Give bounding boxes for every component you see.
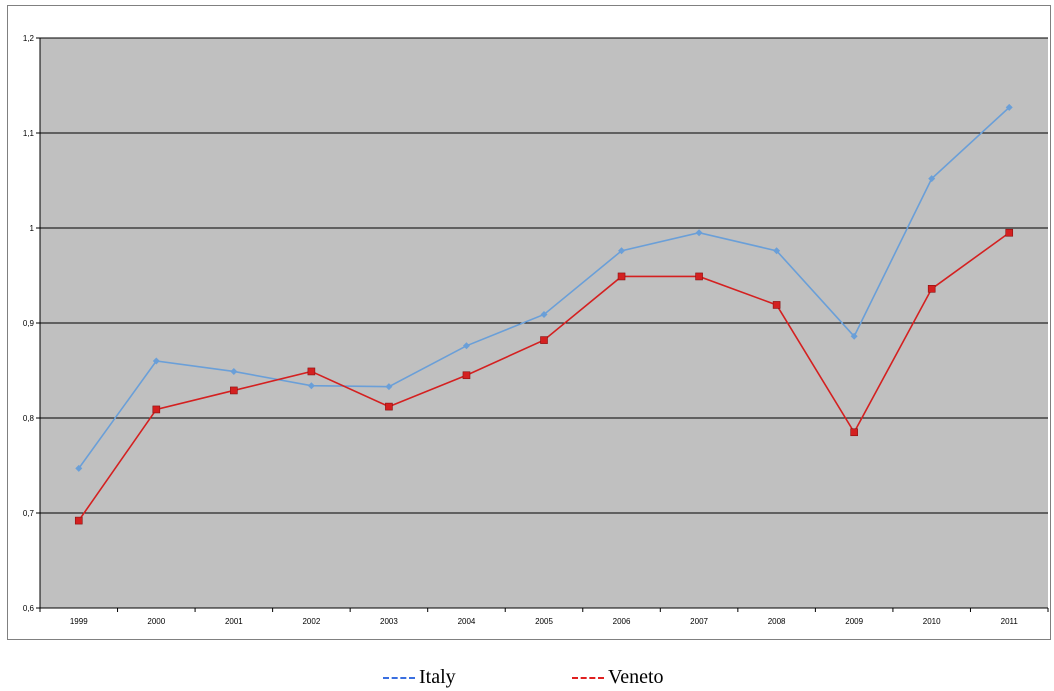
data-point-veneto [617, 272, 626, 281]
data-point-veneto [695, 272, 703, 281]
data-point-veneto [772, 301, 781, 309]
y-tick-label: 1,1 [23, 129, 35, 138]
legend-swatch-italy [383, 676, 415, 679]
y-tick-label: 0,7 [23, 509, 35, 518]
data-point-veneto [462, 371, 471, 380]
legend-item-veneto: Veneto [572, 666, 664, 689]
legend-item-italy: Italy [383, 666, 456, 689]
data-point-italy [695, 229, 703, 237]
y-tick-label: 0,6 [23, 604, 35, 613]
line-chart: 0,6 0,7 0,8 0,9 1 1,1 1,2 1999 2000 2001 2002 2003 2… [7, 5, 1051, 640]
x-tick-label: 1999 [70, 617, 88, 626]
legend-label-italy: Italy [419, 666, 456, 688]
y-tick-label: 1 [30, 224, 35, 233]
data-point-veneto [540, 336, 548, 344]
x-tick-label: 2000 [147, 617, 165, 626]
data-point-italy [1005, 103, 1013, 111]
x-tick-label: 2002 [302, 617, 320, 626]
data-point-veneto [230, 386, 238, 395]
data-point-italy [618, 247, 626, 255]
y-tick-label: 1,2 [23, 34, 35, 43]
data-point-italy [773, 247, 781, 255]
x-tick-label: 2004 [458, 617, 476, 626]
x-tick-label: 2005 [535, 617, 553, 626]
data-point-veneto [1005, 228, 1014, 237]
y-tick-label: 0,8 [23, 414, 35, 423]
x-tick-label: 2009 [845, 617, 863, 626]
x-tick-label: 2011 [1001, 617, 1019, 626]
data-point-italy [850, 332, 858, 340]
data-point-italy [152, 357, 160, 365]
data-point-italy [307, 382, 315, 390]
data-point-veneto [307, 367, 316, 376]
x-tick-label: 2006 [613, 617, 631, 626]
data-point-italy [75, 464, 83, 472]
data-point-veneto [385, 402, 393, 411]
x-tick-label: 2001 [225, 617, 243, 626]
data-point-italy [928, 175, 936, 183]
y-tick-label: 0,9 [23, 319, 35, 328]
data-point-italy [540, 310, 548, 318]
data-point-veneto [74, 516, 83, 525]
axes: 0,6 0,7 0,8 0,9 1 1,1 1,2 1999 2000 2001 2002 2003 2… [23, 34, 1049, 626]
data-point-italy [462, 342, 470, 350]
series-layer [74, 103, 1014, 525]
x-tick-label: 2008 [768, 617, 786, 626]
legend-label-veneto: Veneto [608, 666, 664, 688]
x-tick-label: 2010 [923, 617, 941, 626]
gridlines [40, 37, 1048, 514]
data-point-veneto [152, 405, 161, 414]
legend: Italy Veneto [0, 664, 1054, 691]
x-tick-label: 2007 [690, 617, 708, 626]
data-point-italy [230, 367, 238, 375]
data-point-italy [385, 383, 393, 391]
data-point-veneto [850, 428, 858, 437]
x-tick-label: 2003 [380, 617, 398, 626]
data-point-veneto [927, 284, 936, 293]
legend-swatch-veneto [572, 676, 604, 679]
